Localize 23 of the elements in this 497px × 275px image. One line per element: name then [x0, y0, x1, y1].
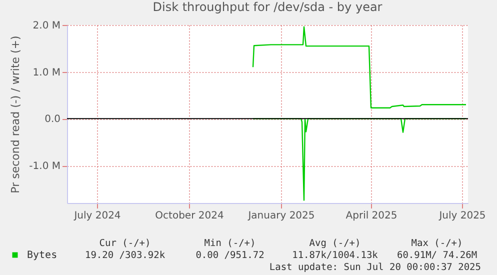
line-series: [252, 118, 467, 201]
x-tick-label: April 2025: [346, 210, 398, 222]
text: Cur (-/+): [99, 238, 151, 249]
text: Min (-/+): [204, 238, 256, 249]
legend-label: Bytes: [27, 250, 58, 261]
y-tick-label: 0.0: [44, 114, 60, 126]
y-tick-label: 2.0 M: [32, 20, 60, 32]
x-tick-label: January 2025: [247, 210, 315, 222]
y-tick-label: -1.0 M: [29, 161, 60, 172]
chart-title: Disk throughput for /dev/sda - by year: [152, 0, 382, 14]
x-tick-label: July 2024: [73, 210, 121, 222]
x-tick-label: October 2024: [155, 210, 224, 222]
text: 19.20 /303.92k: [84, 250, 166, 261]
x-tick-label: July 2025: [438, 210, 486, 222]
y-tick-label: 1.0 M: [32, 67, 60, 78]
text: 11.87k/1004.13k: [292, 250, 378, 261]
text: Last update: Sun Jul 20 00:00:37 2025: [269, 262, 481, 273]
text: Max (-/+): [411, 238, 463, 249]
text: 0.00 /951.72: [196, 250, 264, 261]
text: 60.91M/ 74.26M: [396, 250, 478, 261]
line-series: [252, 26, 467, 109]
y-axis-title: Pr second read (-) / write (+): [9, 36, 22, 194]
text: Avg (-/+): [309, 238, 361, 249]
